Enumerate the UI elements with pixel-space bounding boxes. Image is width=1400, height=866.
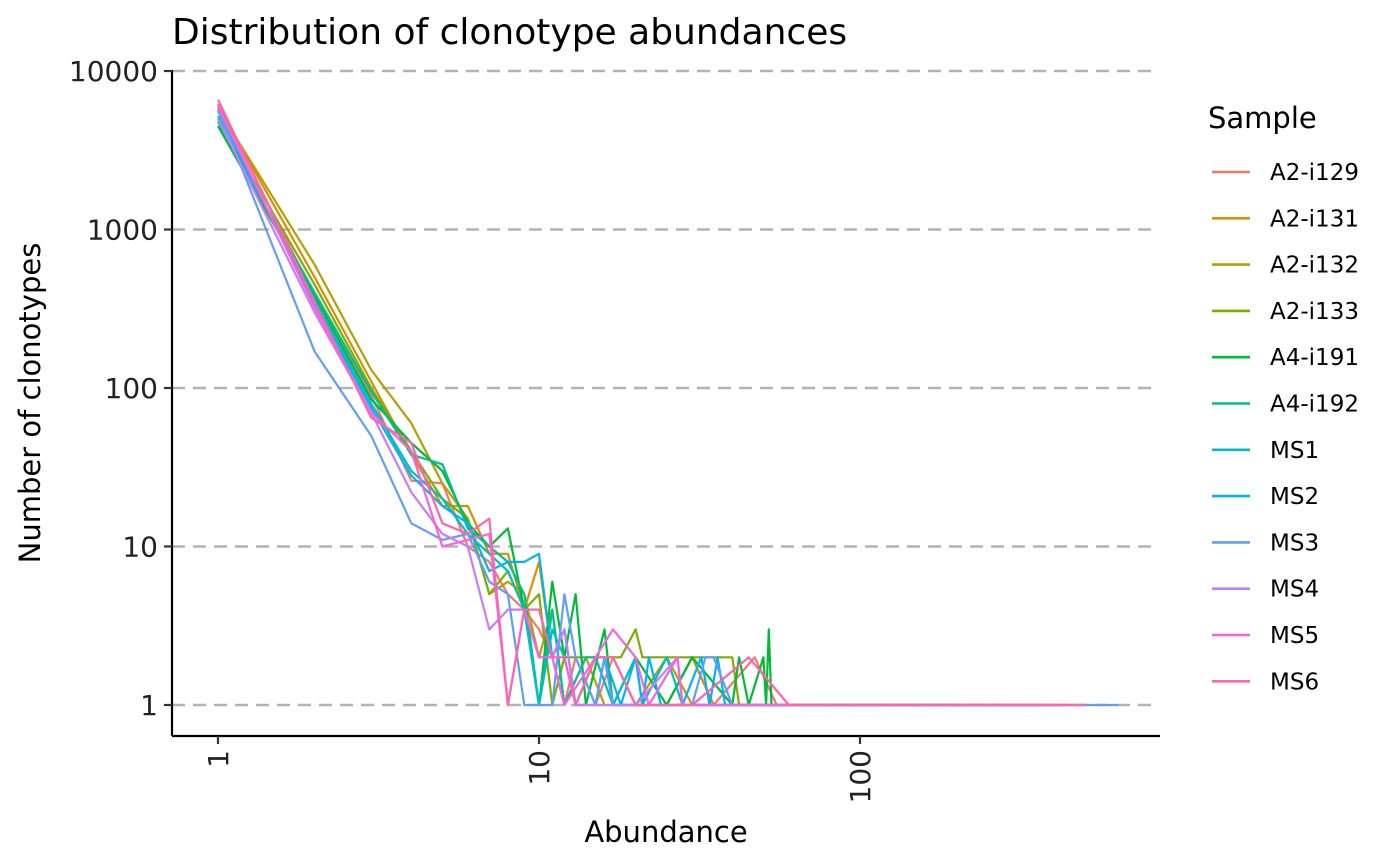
series-lines <box>216 99 1119 707</box>
y-tick-label: 1 <box>140 689 158 722</box>
legend-label: A4-i192 <box>1270 392 1359 418</box>
series-line-ms1 <box>217 115 1054 707</box>
y-tick-label: 100 <box>105 372 158 405</box>
series-line-ms3 <box>216 108 1119 707</box>
legend-label: MS5 <box>1270 623 1319 649</box>
series-line-a2-i132 <box>217 107 1035 707</box>
y-tick-label: 10 <box>122 531 158 564</box>
legend-label: A2-i132 <box>1270 253 1359 279</box>
legend-title: Sample <box>1208 101 1317 135</box>
series-line-a2-i133 <box>217 118 1004 707</box>
chart-title: Distribution of clonotype abundances <box>172 12 847 53</box>
legend-label: A2-i131 <box>1270 206 1359 232</box>
x-tick-label: 10 <box>523 750 556 786</box>
y-tick-label: 1000 <box>87 214 158 247</box>
series-line-ms2 <box>217 110 957 707</box>
series-line-a4-i192 <box>217 120 1085 707</box>
x-tick-label: 100 <box>844 750 877 803</box>
series-line-ms4 <box>217 118 1014 707</box>
series-line-ms5 <box>217 105 1054 707</box>
legend-label: A2-i129 <box>1270 160 1359 186</box>
series-line-a2-i131 <box>217 105 1014 707</box>
y-tick-label: 10000 <box>69 55 158 88</box>
legend-label: MS6 <box>1270 669 1319 695</box>
legend: Sample A2-i129 A2-i131 A2-i132 A2-i133 A4-i1… <box>1208 101 1359 695</box>
x-axis-ticks: 1 10 100 <box>202 736 877 803</box>
x-tick-label: 1 <box>202 750 235 768</box>
y-axis-ticks: 1 10 100 1000 10000 <box>69 55 172 722</box>
legend-label: MS2 <box>1270 484 1319 510</box>
series-line-a2-i129 <box>217 103 1070 707</box>
legend-items: A2-i129 A2-i131 A2-i132 A2-i133 A4-i191 A4-i1… <box>1212 160 1359 695</box>
legend-label: MS1 <box>1270 438 1319 464</box>
y-axis-title: Number of clonotypes <box>13 243 47 564</box>
legend-label: A2-i133 <box>1270 299 1359 325</box>
legend-label: A4-i191 <box>1270 345 1359 371</box>
x-axis-title: Abundance <box>584 815 747 849</box>
series-line-a4-i191 <box>217 125 1014 707</box>
grid-lines <box>172 69 1154 707</box>
legend-label: MS4 <box>1270 577 1319 603</box>
series-line-ms6 <box>217 99 1085 707</box>
legend-label: MS3 <box>1270 530 1319 556</box>
